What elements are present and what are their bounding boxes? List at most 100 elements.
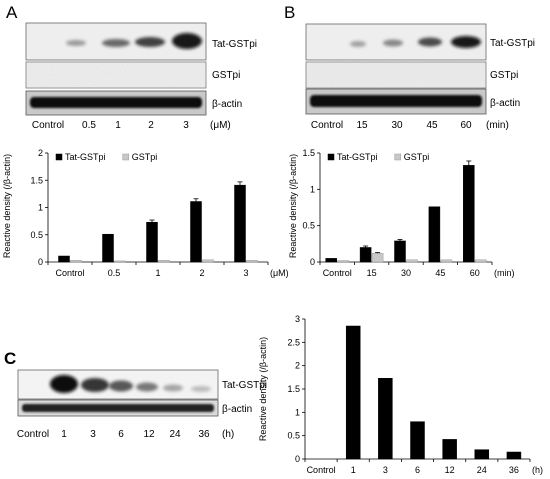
legend-swatch: [55, 153, 63, 161]
lane-label: 15: [356, 120, 368, 131]
lane-label: 60: [460, 120, 472, 131]
bar: [102, 233, 114, 263]
band: [451, 36, 481, 48]
x-tick-label: Control: [307, 465, 336, 475]
panel-c: C Tat-GSTpi β-actin Control 1 3 6 12 24 …: [4, 314, 543, 475]
lane-label: 12: [143, 429, 155, 440]
y-tick-label: 0.5: [30, 230, 43, 240]
blot-label-gstpi-a: GSTpi: [212, 70, 240, 81]
y-tick-label: 1: [310, 184, 315, 194]
bar: [325, 258, 337, 263]
bar: [359, 247, 372, 263]
bar: [202, 259, 214, 263]
blot-label-tat-gstpi-a: Tat-GSTpi: [212, 39, 257, 50]
blot-lane-labels-a: Control 0.5 1 2 3 (μM): [32, 120, 231, 131]
y-tick-label: 1.5: [302, 148, 315, 158]
band: [136, 382, 158, 392]
blot-beta-actin-c: [17, 399, 219, 417]
band: [135, 37, 165, 47]
lane-label: Control: [17, 429, 49, 440]
panel-label-b: B: [284, 3, 295, 22]
panel-label-a: A: [6, 3, 18, 22]
y-tick-label: 0.5: [302, 221, 315, 231]
blot-label-gstpi-b: GSTpi: [490, 70, 518, 81]
x-tick-label: 1: [155, 268, 160, 278]
y-tick-label: 2.5: [287, 337, 300, 347]
x-tick-label: 12: [445, 465, 455, 475]
y-axis-title: Reactive density (/β-actin): [2, 154, 12, 258]
x-tick-label: 6: [415, 465, 420, 475]
x-tick-label: Control: [55, 268, 84, 278]
band: [50, 375, 78, 393]
bar: [190, 201, 202, 263]
bar: [394, 240, 406, 263]
bar: [463, 165, 475, 263]
lane-label: 30: [391, 120, 403, 131]
blot-tat-gstpi-c: [17, 369, 219, 400]
lane-label: 2: [148, 120, 154, 131]
x-tick-label: 60: [470, 268, 480, 278]
bar: [440, 259, 453, 263]
legend-label: GSTpi: [404, 152, 430, 162]
blot-label-tat-gstpi-b: Tat-GSTpi: [490, 38, 535, 49]
panel-b: B Tat-GSTpi GSTpi β-actin Control 15 30 …: [284, 3, 535, 278]
band: [109, 380, 133, 392]
x-tick-label: 24: [477, 465, 487, 475]
y-axis-title: Reactive density (/β-actin): [288, 154, 298, 258]
blot-label-beta-actin-a: β-actin: [212, 99, 242, 110]
legend-swatch: [327, 153, 335, 161]
lane-label: Control: [32, 120, 64, 131]
y-tick-label: 3: [295, 314, 300, 324]
lane-label: 3: [183, 120, 189, 131]
x-tick-label: Control: [323, 268, 352, 278]
bar: [406, 259, 418, 263]
blot-label-beta-actin-b: β-actin: [490, 98, 520, 109]
bar: [58, 255, 70, 263]
panel-label-c: C: [4, 349, 16, 368]
x-tick-label: 15: [367, 268, 377, 278]
bar-chart-a: 0 0.5 1 1.5 2 Control 0.5 1 2 3 (μM) Reactive densi…: [2, 148, 289, 278]
y-tick-label: 1: [38, 203, 43, 213]
x-unit-label: (μM): [270, 268, 289, 278]
x-tick-label: 2: [199, 268, 204, 278]
panel-a: A Tat-GSTpi GSTpi β-actin Control 0.5 1 …: [2, 3, 289, 278]
x-tick-label: 45: [435, 268, 445, 278]
band: [163, 384, 183, 392]
blot-label-tat-gstpi-c: Tat-GSTpi: [222, 380, 267, 391]
lane-label: 24: [169, 429, 181, 440]
y-tick-label: 0: [310, 257, 315, 267]
band: [191, 386, 211, 392]
bar: [246, 260, 258, 263]
y-tick-label: 1: [295, 407, 300, 417]
bar: [474, 449, 490, 460]
x-unit-label: (min): [494, 268, 515, 278]
band: [418, 37, 442, 47]
y-tick-label: 1.5: [30, 175, 43, 185]
bar: [378, 378, 393, 460]
bar-chart-b: 0 0.5 1 1.5 Control 15 30 45 60 (min) Reactive den…: [288, 148, 515, 278]
unit-label: (min): [486, 120, 509, 131]
y-tick-label: 0: [38, 257, 43, 267]
y-tick-label: 0.5: [287, 431, 300, 441]
lane-label: 0.5: [82, 120, 96, 131]
lane-label: Control: [311, 120, 343, 131]
blot-beta-actin-b: [305, 88, 487, 115]
bar: [371, 253, 384, 263]
x-unit-label: (h): [532, 465, 543, 475]
blot-gstpi-b: [305, 61, 487, 89]
x-tick-label: 30: [401, 268, 411, 278]
unit-label: (μM): [210, 120, 231, 131]
legend-label: Tat-GSTpi: [65, 152, 106, 162]
bar: [410, 421, 425, 460]
band: [383, 39, 403, 47]
blot-label-beta-actin-c: β-actin: [222, 404, 252, 415]
blot-tat-gstpi-b: [305, 23, 487, 61]
bar: [158, 260, 170, 263]
band: [350, 41, 366, 47]
lane-label: 1: [61, 429, 67, 440]
bar: [70, 260, 82, 263]
x-tick-label: 36: [509, 465, 519, 475]
lane-label: 45: [426, 120, 438, 131]
